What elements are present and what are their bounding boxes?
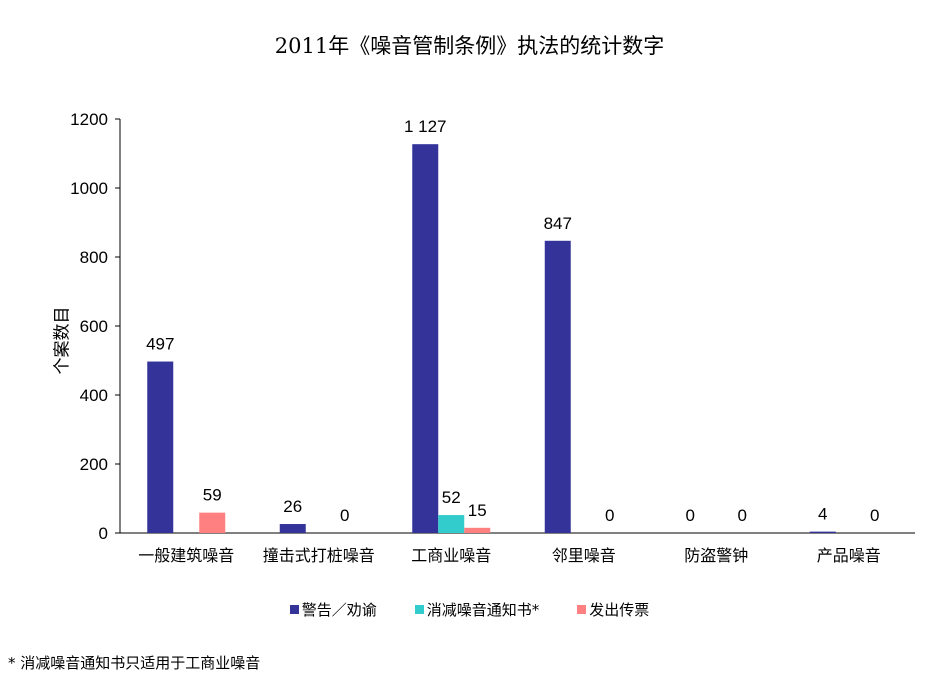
bar [199, 512, 226, 533]
data-label: 847 [544, 214, 572, 233]
footnote: * 消减噪音通知书只适用于工商业噪音 [8, 654, 261, 672]
data-label: 59 [203, 486, 222, 505]
bar [464, 527, 491, 533]
legend-swatch [414, 605, 424, 614]
legend-swatch [577, 605, 587, 614]
y-tick-label: 400 [80, 386, 108, 405]
y-tick-label: 1200 [70, 110, 108, 129]
y-tick-label: 800 [80, 248, 108, 267]
x-tick-label: 撞击式打桩噪音 [263, 546, 375, 565]
legend-label: 发出传票 [589, 601, 650, 619]
bar [279, 524, 306, 533]
legend-item: 发出传票 [577, 599, 649, 620]
y-tick-label: 200 [80, 455, 108, 474]
y-tick-label: 0 [99, 524, 108, 543]
data-label: 26 [283, 497, 302, 516]
y-tick-label: 1000 [70, 179, 108, 198]
data-label: 52 [442, 488, 461, 507]
x-tick-label: 产品噪音 [817, 546, 881, 565]
y-tick-label: 600 [80, 317, 108, 336]
data-label: 497 [146, 335, 174, 354]
legend-label: 消减噪音通知书* [426, 601, 540, 619]
legend: 警告／劝谕 消减噪音通知书* 发出传票 [0, 599, 939, 620]
data-label: 15 [468, 501, 487, 520]
data-label: 0 [870, 506, 879, 525]
x-tick-label: 一般建筑噪音 [138, 546, 234, 565]
legend-item: 消减噪音通知书* [414, 599, 540, 620]
legend-item: 警告／劝谕 [289, 599, 377, 620]
bar [438, 515, 465, 533]
bar [147, 361, 174, 533]
data-label: 0 [686, 506, 695, 525]
chart-title: 2011年《噪音管制条例》执法的统计数字 [274, 34, 665, 58]
x-tick-label: 工商业噪音 [411, 546, 491, 565]
data-label: 0 [738, 506, 747, 525]
legend-label: 警告／劝谕 [301, 601, 377, 619]
legend-swatch [289, 605, 299, 614]
bar [412, 144, 439, 533]
data-label: 4 [818, 505, 827, 524]
bar [809, 531, 836, 533]
data-label: 1 127 [404, 117, 447, 136]
x-tick-label: 防盗警钟 [684, 546, 748, 565]
bar [544, 240, 571, 533]
data-label: 0 [605, 506, 614, 525]
data-label: 0 [340, 506, 349, 525]
x-tick-label: 邻里噪音 [552, 546, 616, 565]
